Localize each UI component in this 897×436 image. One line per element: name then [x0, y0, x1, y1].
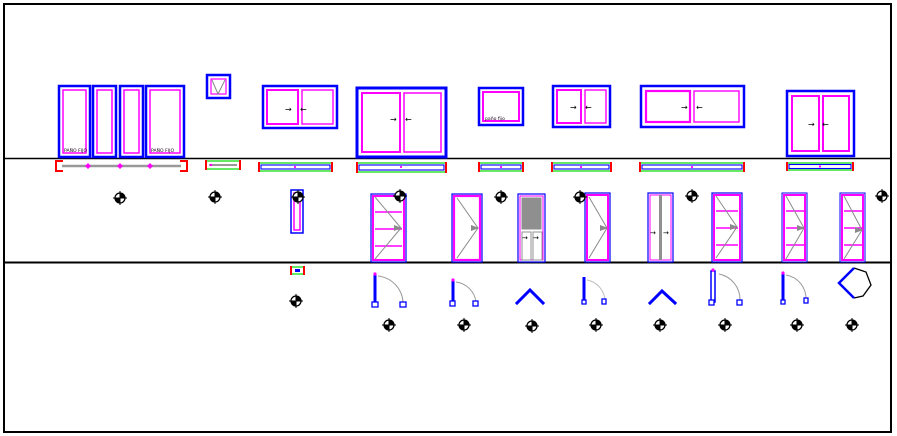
door-swing-plan-3[interactable]: [581, 277, 607, 305]
window-plan-strip-1[interactable]: [258, 162, 333, 172]
slide-arrow-left: ←: [585, 103, 592, 112]
slide-arrow-right: →: [663, 229, 669, 237]
insertion-point-marker: [844, 317, 860, 333]
insertion-point-marker: [207, 189, 223, 205]
insertion-point-marker: [684, 188, 700, 204]
insertion-point-marker: [789, 317, 805, 333]
window-plan-strip-4[interactable]: [551, 162, 612, 172]
sliding-door-elevation[interactable]: → ←: [355, 86, 448, 159]
fixed-window-label: paño fijo: [485, 116, 505, 122]
fixed-panel-label: PAÑO FIJO: [64, 147, 87, 154]
small-window-plan[interactable]: [205, 160, 241, 170]
louvered-door-elevation-4[interactable]: [839, 192, 866, 263]
sliding-window-elevation-wide[interactable]: → ←: [639, 84, 746, 129]
insertion-point-marker: [288, 293, 304, 309]
double-acting-door-plan-1[interactable]: [514, 287, 546, 306]
slide-arrow-right: →: [650, 229, 656, 237]
sliding-window-elevation-2[interactable]: → ←: [551, 84, 612, 129]
insertion-point-marker: [874, 188, 890, 204]
insertion-point-marker: [717, 317, 733, 333]
angled-door-plan[interactable]: [837, 267, 872, 299]
window-plan-strip-3[interactable]: [478, 162, 524, 172]
folding-window-elevation[interactable]: PAÑO FIJO PAÑO FIJO: [57, 84, 186, 159]
louvered-door-elevation-1[interactable]: [370, 193, 407, 263]
fixed-panel-label: PAÑO FIJO: [151, 147, 174, 154]
door-swing-plan-2[interactable]: [449, 278, 479, 307]
insertion-point-marker: [524, 318, 540, 334]
window-plan-strip-6[interactable]: [786, 162, 854, 171]
double-narrow-door-elevation[interactable]: → →: [647, 192, 674, 263]
double-door-elevation[interactable]: → ←: [785, 89, 856, 158]
folding-window-plan[interactable]: [55, 160, 188, 172]
slide-arrow-left: ←: [300, 105, 307, 114]
slide-arrow-right: →: [808, 120, 815, 129]
fixed-window-elevation[interactable]: paño fijo: [477, 86, 525, 127]
slide-arrow-left: ←: [405, 115, 412, 124]
insertion-point-marker: [112, 190, 128, 206]
insertion-point-marker: [381, 317, 397, 333]
drawing-border: [3, 3, 892, 433]
slide-arrow-left: ←: [822, 120, 829, 129]
window-plan-strip-5[interactable]: [639, 162, 745, 172]
sliding-window-elevation-1[interactable]: → ←: [261, 84, 339, 130]
insertion-point-marker: [456, 317, 472, 333]
slide-arrow-right: →: [570, 103, 577, 112]
slide-arrow-right: →: [522, 234, 528, 242]
gray-panel-sliding-door-elevation[interactable]: → →: [517, 193, 546, 263]
louvered-door-elevation-3[interactable]: [781, 192, 808, 263]
flush-door-elevation-2[interactable]: [584, 192, 611, 263]
slide-arrow-right: →: [285, 105, 292, 114]
insertion-point-marker: [652, 317, 668, 333]
door-swing-plan-4[interactable]: [708, 268, 743, 306]
narrow-door-plan[interactable]: [290, 266, 305, 275]
door-swing-plan-5[interactable]: [780, 271, 809, 305]
door-swing-plan-1[interactable]: [371, 272, 407, 308]
slide-arrow-right: →: [390, 115, 397, 124]
vent-mark: [211, 79, 226, 96]
double-acting-door-plan-2[interactable]: [647, 288, 678, 306]
louvered-door-elevation-2[interactable]: [711, 192, 743, 263]
insertion-point-marker: [493, 189, 509, 205]
window-plan-strip-2[interactable]: [356, 162, 447, 173]
slide-arrow-right: →: [533, 234, 539, 242]
small-awning-window-elevation[interactable]: [205, 73, 232, 100]
slide-arrow-left: ←: [696, 103, 703, 112]
insertion-point-marker: [588, 317, 604, 333]
slide-arrow-right: →: [681, 103, 688, 112]
flush-door-elevation-1[interactable]: [451, 193, 483, 263]
